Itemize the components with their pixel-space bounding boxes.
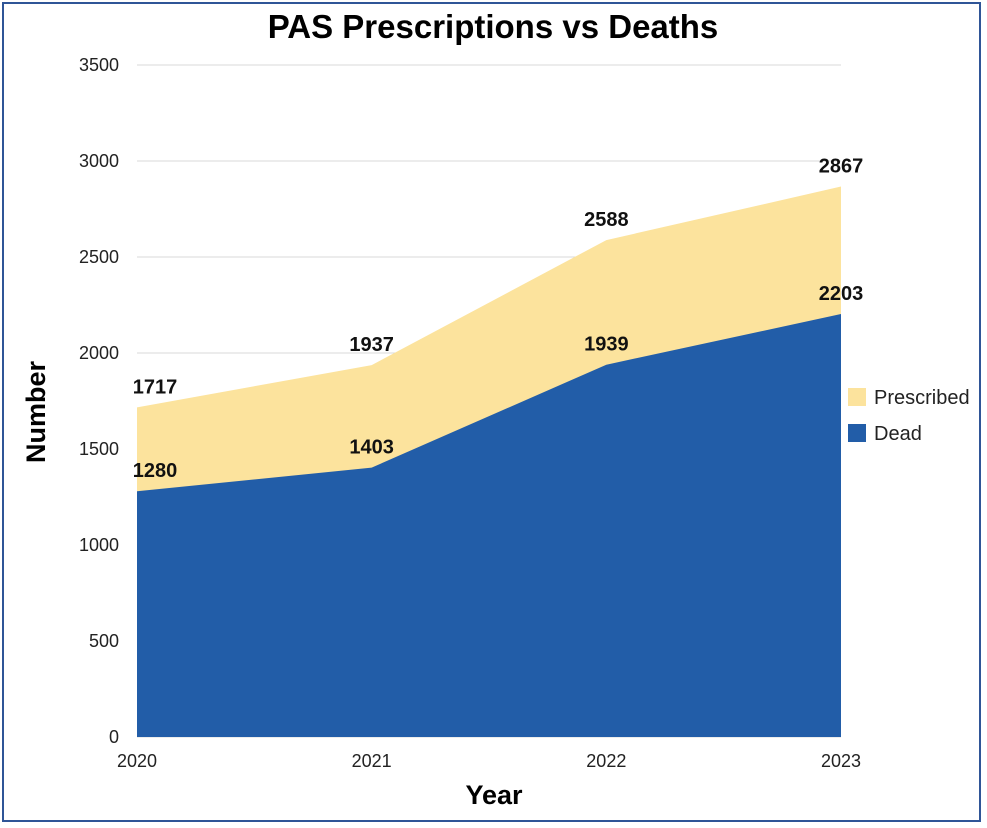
data-labels: 1717 1937 2588 2867 1280 1403 1939 2203 bbox=[133, 156, 864, 483]
y-axis-ticks: 0 500 1000 1500 2000 2500 3000 3500 bbox=[79, 55, 119, 747]
y-tick-label: 3000 bbox=[79, 151, 119, 171]
legend-swatch-dead bbox=[848, 424, 866, 442]
y-tick-label: 3500 bbox=[79, 55, 119, 75]
y-tick-label: 2000 bbox=[79, 343, 119, 363]
x-tick-label: 2021 bbox=[352, 751, 392, 771]
x-tick-label: 2022 bbox=[586, 751, 626, 771]
x-axis-title: Year bbox=[465, 780, 523, 810]
data-label-dead: 1939 bbox=[584, 334, 629, 356]
y-tick-label: 0 bbox=[109, 727, 119, 747]
x-tick-label: 2020 bbox=[117, 751, 157, 771]
x-axis-ticks: 2020 2021 2022 2023 bbox=[117, 751, 861, 771]
y-tick-label: 1500 bbox=[79, 439, 119, 459]
legend: Prescribed Dead bbox=[848, 387, 970, 445]
data-label-dead: 1280 bbox=[133, 460, 178, 482]
chart-title: PAS Prescriptions vs Deaths bbox=[268, 8, 719, 45]
y-tick-label: 1000 bbox=[79, 535, 119, 555]
data-label-prescribed: 2588 bbox=[584, 209, 629, 231]
data-label-dead: 2203 bbox=[819, 283, 864, 305]
x-tick-label: 2023 bbox=[821, 751, 861, 771]
data-label-dead: 1403 bbox=[349, 437, 394, 459]
areas bbox=[137, 186, 841, 737]
legend-label-prescribed: Prescribed bbox=[874, 387, 970, 409]
data-label-prescribed: 2867 bbox=[819, 156, 864, 178]
legend-swatch-prescribed bbox=[848, 388, 866, 406]
y-tick-label: 2500 bbox=[79, 247, 119, 267]
data-label-prescribed: 1937 bbox=[349, 334, 394, 356]
data-label-prescribed: 1717 bbox=[133, 376, 178, 398]
legend-label-dead: Dead bbox=[874, 423, 922, 445]
y-tick-label: 500 bbox=[89, 631, 119, 651]
area-dead bbox=[137, 314, 841, 737]
y-axis-title: Number bbox=[21, 361, 51, 464]
